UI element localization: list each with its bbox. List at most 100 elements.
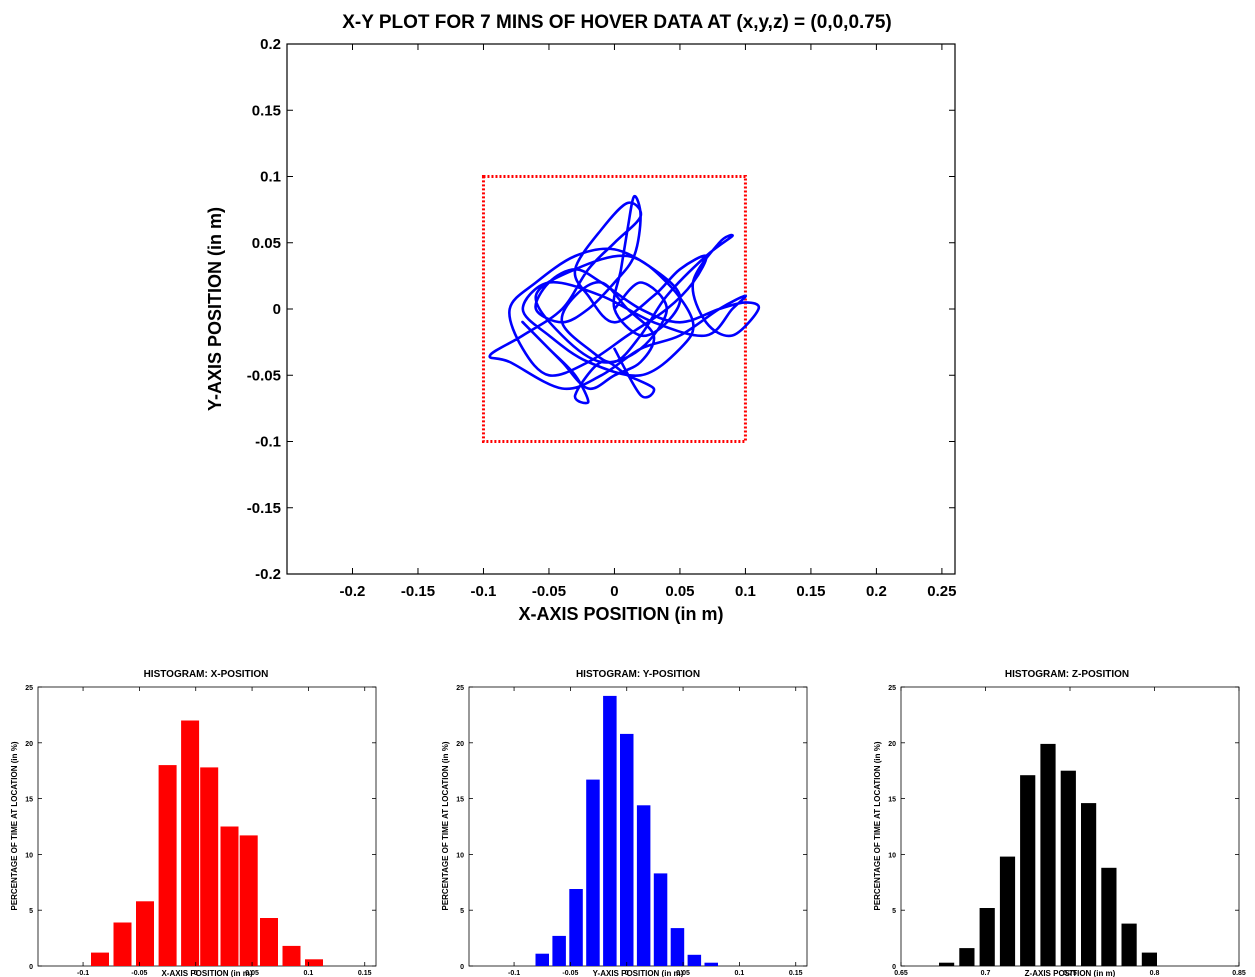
histogram-ytick-label: 10: [456, 852, 464, 859]
histogram-bar: [1141, 952, 1157, 966]
histogram-bar: [620, 733, 634, 966]
histogram-bar: [239, 835, 258, 966]
histogram-bar: [1101, 867, 1117, 966]
histogram-y-yticks: 0 5 10 15 20 25: [456, 685, 807, 971]
histogram-ytick-label: 0: [892, 964, 896, 971]
histogram-ytick-label: 20: [456, 741, 464, 748]
histogram-bar: [282, 945, 301, 966]
histogram-ytick-label: 25: [25, 685, 33, 692]
histogram-bar: [999, 856, 1016, 966]
xy-xtick-label: -0.1: [471, 583, 497, 600]
histogram-y-xlabel: Y-AXIS POSITION (in m): [593, 969, 684, 977]
xy-plot-ylabel: Y-AXIS POSITION (in m): [205, 207, 225, 411]
xy-ytick-label: -0.05: [247, 367, 281, 384]
histogram-bar: [704, 962, 718, 966]
histogram-z-xticks: 0.65 0.7 0.75 0.8 0.85: [894, 687, 1246, 977]
xy-ytick-label: 0.1: [260, 169, 281, 186]
histogram-bar: [113, 922, 132, 966]
xy-ytick-label: 0.2: [260, 36, 281, 53]
histogram-ytick-label: 5: [29, 908, 33, 915]
histogram-bar: [670, 928, 685, 966]
histogram-bar: [1020, 775, 1036, 966]
histogram-z-position: HISTOGRAM: Z-POSITION 0.65 0.7 0.75 0.8 0.85…: [873, 669, 1246, 977]
histogram-y-title: HISTOGRAM: Y-POSITION: [576, 669, 700, 680]
histogram-x-bars: [91, 720, 323, 966]
y-ticks-group: 0.2 0.15 0.1 0.05 0 -0.05 -0.1 -0.15 -0.2: [247, 36, 955, 583]
histogram-y-bars: [535, 695, 718, 966]
xy-xtick-label: -0.15: [401, 583, 435, 600]
histogram-bar: [535, 953, 549, 966]
histogram-y-ylabel: PERCENTAGE OF TIME AT LOCATION (in %): [441, 741, 450, 910]
trajectory-line: [488, 194, 761, 405]
xy-xtick-label: 0: [610, 583, 618, 600]
histogram-xtick-label: -0.1: [508, 970, 520, 977]
histogram-xtick-label: 0.15: [789, 970, 803, 977]
histogram-x-ylabel: PERCENTAGE OF TIME AT LOCATION (in %): [10, 741, 19, 910]
histogram-bar: [220, 826, 239, 966]
histogram-ytick-label: 25: [888, 685, 896, 692]
histogram-xtick-label: 0.65: [894, 970, 908, 977]
histogram-ytick-label: 5: [460, 908, 464, 915]
xy-plot-xlabel: X-AXIS POSITION (in m): [518, 604, 723, 624]
xy-ytick-label: 0.05: [252, 235, 281, 252]
xy-xtick-label: -0.05: [532, 583, 566, 600]
histogram-z-ylabel: PERCENTAGE OF TIME AT LOCATION (in %): [873, 741, 882, 910]
xy-xtick-label: -0.2: [340, 583, 366, 600]
histogram-ytick-label: 5: [892, 908, 896, 915]
histogram-ytick-label: 0: [29, 964, 33, 971]
xy-ytick-label: -0.15: [247, 500, 281, 517]
xy-plot-title: X-Y PLOT FOR 7 MINS OF HOVER DATA AT (x,…: [342, 12, 892, 33]
histogram-xtick-label: 0.1: [735, 970, 745, 977]
histogram-xtick-label: 0.85: [1232, 970, 1246, 977]
histogram-bar: [181, 720, 200, 966]
xy-ytick-label: -0.1: [255, 434, 281, 451]
histogram-x-xticks: -0.1 -0.05 0 0.05 0.1 0.15: [77, 687, 372, 977]
histogram-bar: [959, 948, 975, 966]
xy-plot-frame: [286, 43, 956, 575]
histogram-bar: [158, 765, 177, 966]
histogram-z-xlabel: Z-AXIS POSITION (in m): [1025, 969, 1116, 977]
histogram-ytick-label: 25: [456, 685, 464, 692]
histogram-xtick-label: 0.05: [676, 970, 690, 977]
histogram-bar: [586, 779, 600, 966]
histogram-bar: [636, 805, 651, 966]
boundary-box: [481, 175, 747, 443]
histogram-bar: [653, 873, 668, 966]
histogram-xtick-label: -0.05: [131, 970, 147, 977]
histogram-bar: [1121, 923, 1137, 966]
histogram-y-position: HISTOGRAM: Y-POSITION -0.1 -0.05 0 0.05 0.1 0…: [441, 669, 808, 977]
histogram-bar: [939, 962, 955, 966]
histogram-xtick-label: 0.15: [358, 970, 372, 977]
histogram-ytick-label: 0: [460, 964, 464, 971]
histogram-xtick-label: 0.1: [304, 970, 314, 977]
histogram-ytick-label: 10: [888, 852, 896, 859]
histogram-x-position: HISTOGRAM: X-POSITION -0.1 -0.05 0 0.05 0.1 0…: [10, 669, 377, 977]
histogram-bar: [1081, 803, 1097, 966]
histogram-xtick-label: 0.05: [245, 970, 259, 977]
histogram-z-title: HISTOGRAM: Z-POSITION: [1005, 669, 1129, 680]
histogram-bar: [91, 952, 109, 966]
xy-ytick-label: 0: [273, 301, 281, 318]
xy-ytick-label: 0.15: [252, 102, 281, 119]
histogram-xtick-label: -0.05: [562, 970, 578, 977]
histogram-bar: [1040, 743, 1056, 966]
histogram-ytick-label: 15: [25, 797, 33, 804]
histogram-bar: [603, 695, 617, 966]
histogram-ytick-label: 20: [888, 741, 896, 748]
histogram-xtick-label: -0.1: [77, 970, 89, 977]
histogram-bar: [305, 959, 323, 966]
histogram-bar: [569, 889, 583, 966]
histogram-ytick-label: 20: [25, 741, 33, 748]
histogram-xtick-label: 0.75: [1063, 970, 1077, 977]
trajectory-group: [488, 194, 761, 405]
histogram-bar: [136, 901, 154, 966]
histogram-z-yticks: 0 5 10 15 20 25: [888, 685, 1239, 971]
histogram-y-xticks: -0.1 -0.05 0 0.05 0.1 0.15: [508, 687, 803, 977]
histogram-ytick-label: 15: [888, 797, 896, 804]
histogram-x-title: HISTOGRAM: X-POSITION: [144, 669, 269, 680]
histogram-x-xlabel: X-AXIS POSITION (in m): [161, 969, 252, 977]
histogram-xtick-label: 0: [625, 970, 629, 977]
xy-xtick-label: 0.2: [866, 583, 887, 600]
xy-xtick-label: 0.1: [735, 583, 756, 600]
